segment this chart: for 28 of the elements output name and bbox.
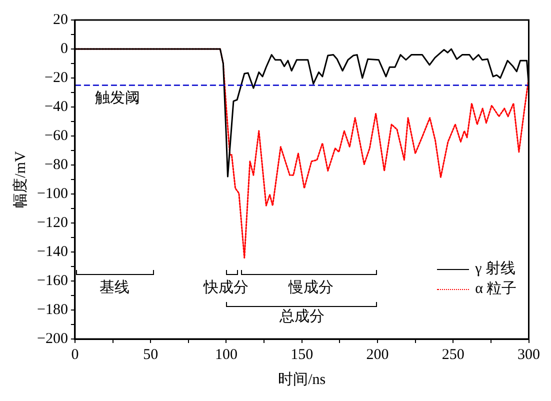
y-tick-label: −60 (44, 128, 68, 144)
x-tick-label: 200 (366, 346, 389, 363)
y-tick-label: 20 (52, 12, 68, 28)
x-tick-label: 100 (214, 346, 238, 363)
y-tick-label: −140 (36, 244, 68, 260)
y-tick-label: −20 (44, 70, 68, 86)
x-tick-label: 50 (143, 346, 158, 363)
y-tick-label: −100 (36, 186, 68, 202)
annotation: 慢成分 (287, 279, 334, 296)
y-axis-title: 幅度/mV (12, 151, 29, 208)
y-tick-label: −180 (36, 302, 68, 318)
y-tick-label: −80 (44, 156, 68, 173)
x-tick-label: 150 (290, 346, 314, 363)
annotation: 快成分 (202, 279, 249, 296)
x-tick-label: 250 (442, 346, 464, 363)
legend-label: γ 射线 (475, 260, 516, 280)
annotation: 总成分 (278, 308, 324, 326)
legend-label: α 粒子 (475, 280, 517, 300)
annotation: 基线 (99, 279, 130, 296)
x-tick-label: 300 (518, 346, 540, 363)
y-tick-label: −40 (44, 98, 68, 115)
y-tick-label: −200 (36, 330, 68, 347)
x-tick-label: 0 (71, 346, 79, 363)
y-tick-label: 0 (60, 40, 68, 57)
ref-line-label: 触发阈 (94, 90, 140, 107)
y-tick-label: −160 (36, 272, 68, 289)
y-tick-label: −120 (36, 214, 68, 231)
x-axis-title: 时间/ns (278, 370, 326, 388)
